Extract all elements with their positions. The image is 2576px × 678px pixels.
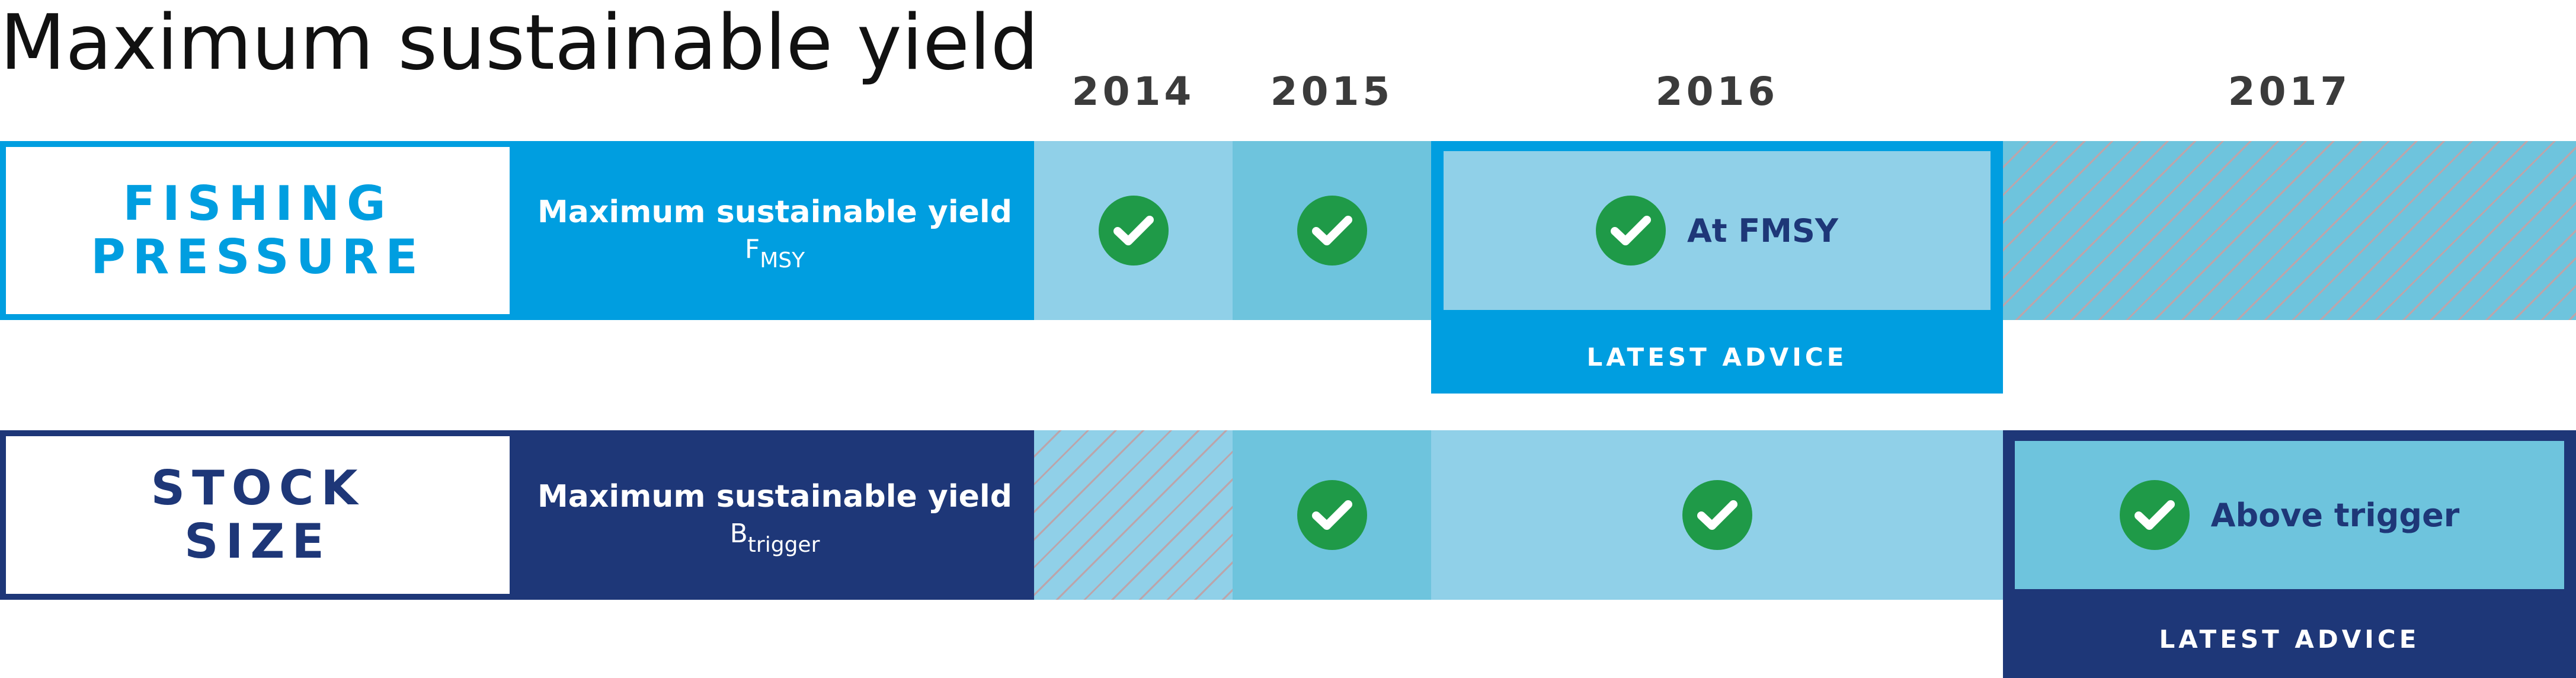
check-icon bbox=[1098, 196, 1169, 266]
stock-size-label-line2: SIZE bbox=[184, 514, 332, 569]
year-header-2014: 2014 bbox=[1071, 69, 1195, 114]
stock-size-status-text: Above trigger bbox=[2210, 496, 2460, 534]
stock-size-reference-symbol: Btrigger bbox=[729, 518, 820, 557]
fishing-pressure-reference-symbol: FMSY bbox=[744, 234, 805, 273]
fishing-pressure-cell-2016: At FMSY bbox=[1444, 151, 1991, 310]
fishing-pressure-label: FISHING PRESSURE bbox=[0, 141, 516, 320]
year-header-2017: 2017 bbox=[2228, 69, 2351, 114]
stock-size-cell-2015 bbox=[1233, 430, 1431, 600]
stock-size-cell-2016 bbox=[1431, 430, 2003, 600]
fishing-pressure-status-text: At FMSY bbox=[1687, 212, 1839, 250]
check-icon bbox=[1297, 480, 1367, 550]
year-header-2015: 2015 bbox=[1270, 69, 1394, 114]
stock-size-label: STOCK SIZE bbox=[0, 430, 516, 600]
check-icon bbox=[1595, 196, 1666, 266]
fishing-pressure-label-line1: FISHING bbox=[123, 176, 393, 231]
page-title: Maximum sustainable yield bbox=[0, 0, 1039, 87]
fishing-pressure-reference-title: Maximum sustainable yield bbox=[537, 194, 1012, 230]
fishing-pressure-reference: Maximum sustainable yield FMSY bbox=[516, 141, 1034, 320]
fishing-pressure-latest-advice-label: LATEST ADVICE bbox=[1586, 342, 1848, 372]
fishing-pressure-cell-2017-no-data bbox=[2003, 141, 2576, 320]
stock-size-label-line1: STOCK bbox=[151, 460, 365, 516]
check-icon bbox=[1297, 196, 1367, 266]
check-icon bbox=[1682, 480, 1752, 550]
fishing-pressure-cell-2014 bbox=[1034, 141, 1233, 320]
fishing-pressure-cell-2015 bbox=[1233, 141, 1431, 320]
year-header-2016: 2016 bbox=[1655, 69, 1779, 114]
stock-size-reference: Maximum sustainable yield Btrigger bbox=[516, 430, 1034, 600]
stock-size-latest-advice-label: LATEST ADVICE bbox=[2159, 624, 2420, 654]
stock-size-cell-2017: Above trigger bbox=[2015, 441, 2564, 589]
stock-size-cell-2014-no-data bbox=[1034, 430, 1233, 600]
check-icon bbox=[2119, 480, 2190, 550]
fishing-pressure-label-line2: PRESSURE bbox=[91, 229, 425, 284]
stock-size-reference-title: Maximum sustainable yield bbox=[537, 478, 1012, 514]
